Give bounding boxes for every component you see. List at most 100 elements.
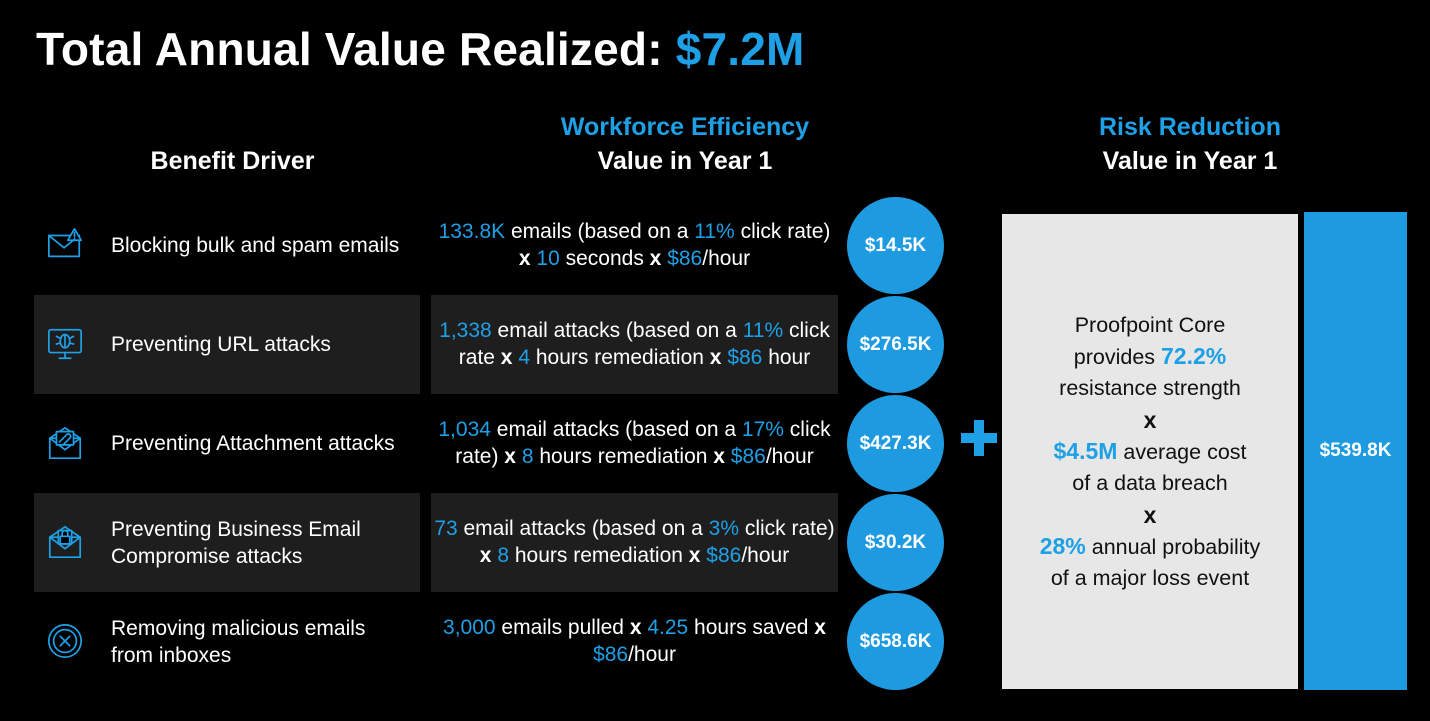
value-circle: $427.3K <box>847 395 944 492</box>
calc-value: 11% <box>694 220 735 243</box>
multiply-sign: x <box>1143 406 1157 433</box>
risk-line: Proofpoint Core <box>1074 312 1226 337</box>
risk-line: 28% annual probability <box>1040 531 1261 563</box>
driver-label: Removing malicious emails from inboxes <box>111 616 366 667</box>
driver-label: Blocking bulk and spam emails <box>111 234 400 257</box>
calc-text: /hour <box>628 642 676 666</box>
risk-reduction-value: $539.8K <box>1304 212 1407 690</box>
multiply-sign: x <box>500 345 513 369</box>
calc-text: emails (based on a <box>505 220 695 243</box>
risk-line: provides 72.2% <box>1074 341 1226 373</box>
title-total-value: $7.2M <box>675 23 805 75</box>
benefit-row: Blocking bulk and spam emails 133.8K ema… <box>0 196 850 295</box>
calc-text: click rate) <box>455 418 831 468</box>
risk-line: of a data breach <box>1072 470 1228 495</box>
risk-reduction-header: Risk Reduction Value in Year 1 <box>1010 110 1370 178</box>
email-lock-icon <box>48 525 82 559</box>
calculation-text: 1,338 email attacks (based on a 11% clic… <box>431 295 838 394</box>
calc-text: email attacks (based on a <box>491 319 743 342</box>
risk-header-line2: Value in Year 1 <box>1102 147 1278 175</box>
calc-value: 4 <box>518 345 531 369</box>
value-circle: $658.6K <box>847 593 944 690</box>
calculation-cell: 1,338 email attacks (based on a 11% clic… <box>431 295 838 394</box>
multiply-sign: x <box>1143 501 1157 528</box>
calc-text: emails pulled <box>495 616 630 639</box>
benefit-row: Preventing Business Email Compromise att… <box>0 493 850 592</box>
calc-value: 17% <box>741 418 784 441</box>
benefit-row: Removing malicious emails from inboxes 3… <box>0 592 850 691</box>
calculation-formula: 3,000 emails pulled x 4.25 hours saved x… <box>431 615 838 668</box>
calc-text: seconds <box>559 246 650 270</box>
risk-text: provides <box>1073 344 1162 369</box>
calculation-cell: 1,034 email attacks (based on a 17% clic… <box>431 394 838 493</box>
email-warning-icon <box>47 227 83 258</box>
calc-text: /hour <box>765 444 814 468</box>
value-circle: $14.5K <box>847 197 944 294</box>
calc-value: $86 <box>727 345 763 369</box>
driver-cell: Preventing Business Email Compromise att… <box>34 493 420 592</box>
driver-label: Preventing URL attacks <box>111 333 331 356</box>
calc-value: 8 <box>497 543 509 567</box>
calc-value: 3% <box>708 517 739 540</box>
risk-text: average cost <box>1117 439 1247 464</box>
breach-cost-value: $4.5M <box>1053 437 1118 464</box>
calc-value: 1,034 <box>438 418 491 441</box>
calc-text: click rate <box>458 319 830 369</box>
email-attachment-icon <box>48 426 82 460</box>
calc-text: hour <box>762 345 811 369</box>
driver-cell: Blocking bulk and spam emails <box>34 196 420 295</box>
calculation-formula: 1,034 email attacks (based on a 17% clic… <box>431 417 838 470</box>
multiply-sign: x <box>713 444 725 468</box>
risk-header-line1: Risk Reduction <box>1099 113 1281 141</box>
calculation-text: 1,034 email attacks (based on a 17% clic… <box>431 394 838 493</box>
calc-value: 133.8K <box>438 220 506 243</box>
risk-text: annual probability <box>1085 534 1261 559</box>
driver-cell: Preventing URL attacks <box>34 295 420 394</box>
calculation-text: 3,000 emails pulled x 4.25 hours saved x… <box>431 592 838 691</box>
calc-text: hours remediation <box>509 543 689 567</box>
benefit-driver-header: Benefit Driver <box>150 147 315 175</box>
risk-line: resistance strength <box>1059 375 1241 400</box>
calculation-text: 73 email attacks (based on a 3% click ra… <box>431 493 838 592</box>
calculation-cell: 73 email attacks (based on a 3% click ra… <box>431 493 838 592</box>
multiply-sign: x <box>479 543 492 567</box>
calc-value: $86 <box>706 543 742 567</box>
risk-formula-box: Proofpoint Core provides 72.2% resistanc… <box>1002 214 1298 689</box>
calc-value: 4.25 <box>647 616 689 639</box>
risk-line: $4.5M average cost <box>1053 436 1246 468</box>
benefit-row: Preventing URL attacks 1,338 email attac… <box>0 295 850 394</box>
calc-value: 73 <box>434 517 458 540</box>
calc-text: click rate) <box>734 220 831 243</box>
calc-value: $86 <box>593 642 629 666</box>
workforce-efficiency-header: Workforce Efficiency Value in Year 1 <box>505 110 865 178</box>
calculation-cell: 3,000 emails pulled x 4.25 hours saved x… <box>431 592 838 691</box>
calc-value: 10 <box>536 246 560 270</box>
resistance-strength-value: 72.2% <box>1161 342 1227 369</box>
calc-value: 11% <box>742 319 784 342</box>
calc-value: $86 <box>730 444 766 468</box>
multiply-sign: x <box>629 616 642 639</box>
calculation-cell: 133.8K emails (based on a 11% click rate… <box>431 196 838 295</box>
multiply-sign: x <box>814 616 826 639</box>
remove-x-circle-icon <box>47 623 83 659</box>
risk-line: of a major loss event <box>1050 565 1250 590</box>
calc-text: /hour <box>741 543 790 567</box>
driver-label: Preventing Attachment attacks <box>111 432 395 455</box>
calc-text: hours remediation <box>533 444 714 468</box>
calc-text: hours remediation <box>530 345 710 369</box>
calc-value: $86 <box>667 246 703 270</box>
value-circle: $276.5K <box>847 296 944 393</box>
page-title: Total Annual Value Realized: $7.2M <box>36 22 805 76</box>
calc-value: 3,000 <box>443 616 496 639</box>
driver-label: Preventing Business Email Compromise att… <box>111 517 361 568</box>
calc-text: email attacks (based on a <box>490 418 742 441</box>
workforce-header-line1: Workforce Efficiency <box>560 113 810 141</box>
driver-cell: Removing malicious emails from inboxes <box>34 592 420 691</box>
calc-text: email attacks (based on a <box>457 517 709 540</box>
monitor-bug-icon <box>47 328 83 360</box>
calc-text: /hour <box>702 246 751 270</box>
calc-text: hours saved <box>688 616 815 639</box>
multiply-sign: x <box>709 345 722 369</box>
calc-value: 1,338 <box>439 319 492 342</box>
workforce-header-line2: Value in Year 1 <box>597 147 773 175</box>
